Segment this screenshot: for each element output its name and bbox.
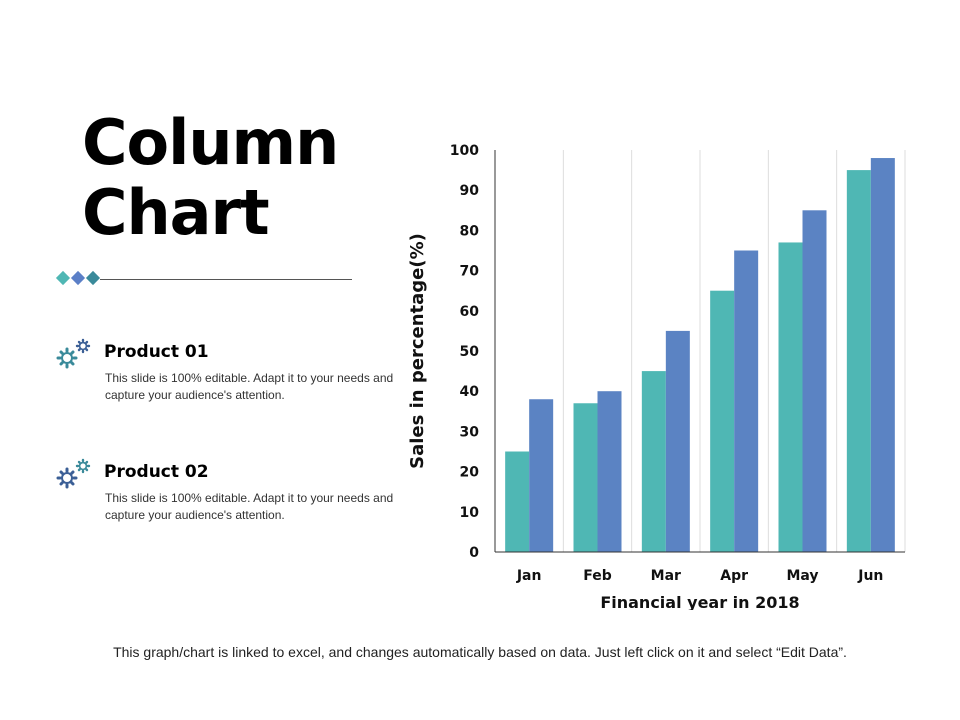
bar xyxy=(597,391,622,552)
bar xyxy=(641,371,666,552)
x-tick-label: Apr xyxy=(720,568,748,584)
y-tick-label: 60 xyxy=(460,304,480,320)
bar xyxy=(665,330,690,552)
diamond-icon-3 xyxy=(85,270,101,286)
gears-icon xyxy=(56,338,91,369)
title-divider xyxy=(54,270,354,290)
bar xyxy=(846,170,871,552)
product-description: This slide is 100% editable. Adapt it to… xyxy=(105,491,394,522)
product-name: Product 02 xyxy=(104,462,209,482)
bar xyxy=(802,210,827,553)
y-tick-label: 80 xyxy=(460,223,480,239)
y-tick-label: 90 xyxy=(460,183,480,199)
bar xyxy=(505,451,530,552)
x-tick-label: Jun xyxy=(857,568,883,584)
product-description: This slide is 100% editable. Adapt it to… xyxy=(105,371,394,402)
bar xyxy=(573,403,598,552)
y-tick-label: 70 xyxy=(460,264,480,280)
x-tick-label: May xyxy=(786,568,818,584)
product-name: Product 01 xyxy=(104,342,209,362)
bar xyxy=(710,290,735,552)
gears-icon xyxy=(56,458,91,489)
y-tick-label: 50 xyxy=(460,344,480,360)
y-tick-label: 100 xyxy=(450,143,479,159)
x-tick-label: Jan xyxy=(516,568,542,584)
title-line-1: Column xyxy=(82,106,339,179)
bar xyxy=(529,399,554,552)
y-tick-label: 10 xyxy=(460,505,480,521)
y-tick-label: 20 xyxy=(460,465,480,481)
x-tick-label: Mar xyxy=(651,568,681,584)
column-chart: 0 10 20 30 40 50 60 70 80 90 100 Jan Feb Mar Apr May Jun… xyxy=(407,143,906,610)
bar xyxy=(870,158,895,552)
bar xyxy=(734,250,759,552)
y-tick-label: 30 xyxy=(460,424,480,440)
page-title: Column Chart xyxy=(82,106,339,249)
y-axis-title: Sales in percentage(%) xyxy=(407,233,428,469)
divider-line xyxy=(100,279,352,280)
title-line-2: Chart xyxy=(82,176,270,249)
y-tick-label: 40 xyxy=(460,384,480,400)
y-tick-label: 0 xyxy=(469,545,479,561)
diamond-icon-1 xyxy=(55,270,71,286)
diamond-icon-2 xyxy=(70,270,86,286)
x-tick-label: Feb xyxy=(583,568,612,584)
bar xyxy=(778,242,803,552)
footer-note: This graph/chart is linked to excel, and… xyxy=(113,644,847,660)
x-axis-title: Financial year in 2018 xyxy=(600,593,799,610)
